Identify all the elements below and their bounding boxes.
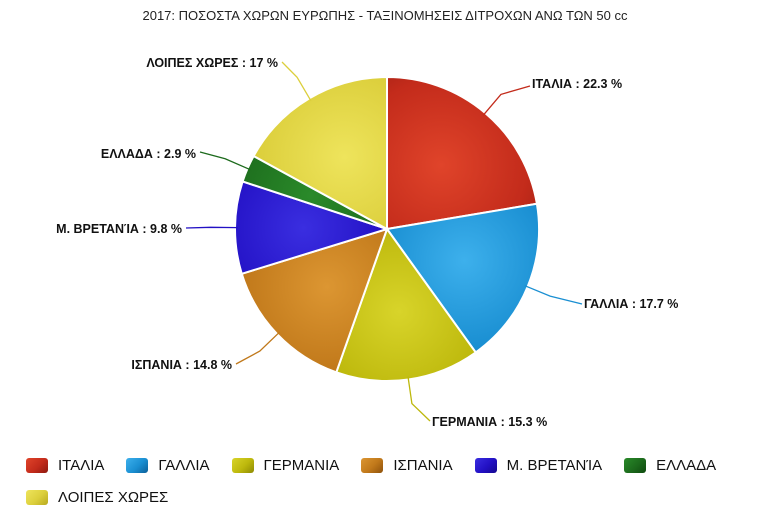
legend-label: ΛΟΙΠΕΣ ΧΩΡΕΣ [58,488,169,506]
leader-line-γαλλια [524,285,583,305]
legend-item-ιταλια: ΙΤΑΛΙΑ [26,454,104,476]
legend-item-ελλαδα: ΕΛΛΑΔΑ [624,454,716,476]
legend-swatch [361,457,384,473]
legend-swatch [231,457,254,473]
leader-line-ισπανια [235,331,280,365]
leader-lines [185,61,583,422]
leader-line-λοιπες-χωρες [281,61,312,102]
pie-slices [234,75,540,382]
legend-item-λοιπες-χωρες: ΛΟΙΠΕΣ ΧΩΡΕΣ [26,486,168,508]
legend-label: ΕΛΛΑΔΑ [656,456,717,474]
legend-item-μ-βρετανία: Μ. ΒΡΕΤΑΝΊΑ [474,454,603,476]
legend-label: ΓΕΡΜΑΝΙΑ [263,456,340,474]
slice-label-ελλαδα: ΕΛΛΑΔΑ : 2.9 % [101,147,196,161]
slice-label-γαλλια: ΓΑΛΛΙΑ : 17.7 % [584,297,678,311]
legend-swatch [26,489,48,505]
legend-label: Μ. ΒΡΕΤΑΝΊΑ [506,456,603,474]
slice-label-ισπανια: ΙΣΠΑΝΙΑ : 14.8 % [131,358,232,372]
leader-line-ελλαδα [199,151,251,171]
legend-label: ΙΤΑΛΙΑ [58,456,105,474]
slice-labels: ΙΤΑΛΙΑ : 22.3 % ΓΑΛΛΙΑ : 17.7 % ΓΕΡΜΑΝΙΑ :… [56,56,678,429]
legend-swatch [474,457,497,473]
legend-label: ΓΑΛΛΙΑ [158,456,210,474]
legend-swatch [126,457,149,473]
legend-swatch [624,457,647,473]
slice-label-γερμανια: ΓΕΡΜΑΝΙΑ : 15.3 % [432,415,547,429]
legend-swatch [26,457,48,473]
leader-line-γερμανια [407,376,431,422]
legend-item-ισπανια: ΙΣΠΑΝΙΑ [361,454,453,476]
pie-chart: ΙΤΑΛΙΑ : 22.3 % ΓΑΛΛΙΑ : 17.7 % ΓΕΡΜΑΝΙΑ :… [56,56,678,429]
leader-line-ιταλια [482,85,531,116]
slice-label-μ-βρετανία: Μ. ΒΡΕΤΑΝΊΑ : 9.8 % [56,222,182,236]
legend-item-γερμανια: ΓΕΡΜΑΝΙΑ [231,454,340,476]
slice-label-ιταλια: ΙΤΑΛΙΑ : 22.3 % [532,77,622,91]
legend: ΙΤΑΛΙΑ ΓΑΛΛΙΑ ΓΕΡΜΑΝΙΑ ΙΣΠΑΝΙΑ Μ. ΒΡΕΤΑΝΊΑ ΕΛ… [26,454,766,508]
leader-line-μ-βρετανία [185,226,239,229]
chart-title: 2017: ΠΟΣΟΣΤΑ ΧΩΡΩΝ ΕΥΡΩΠΗΣ - ΤΑΞΙΝΟΜΗΣΕ… [142,8,628,23]
legend-item-γαλλια: ΓΑΛΛΙΑ [126,454,210,476]
slice-label-λοιπες-χωρες: ΛΟΙΠΕΣ ΧΩΡΕΣ : 17 % [146,56,278,70]
legend-label: ΙΣΠΑΝΙΑ [393,456,453,474]
pie-slice-ιταλια [386,75,539,231]
